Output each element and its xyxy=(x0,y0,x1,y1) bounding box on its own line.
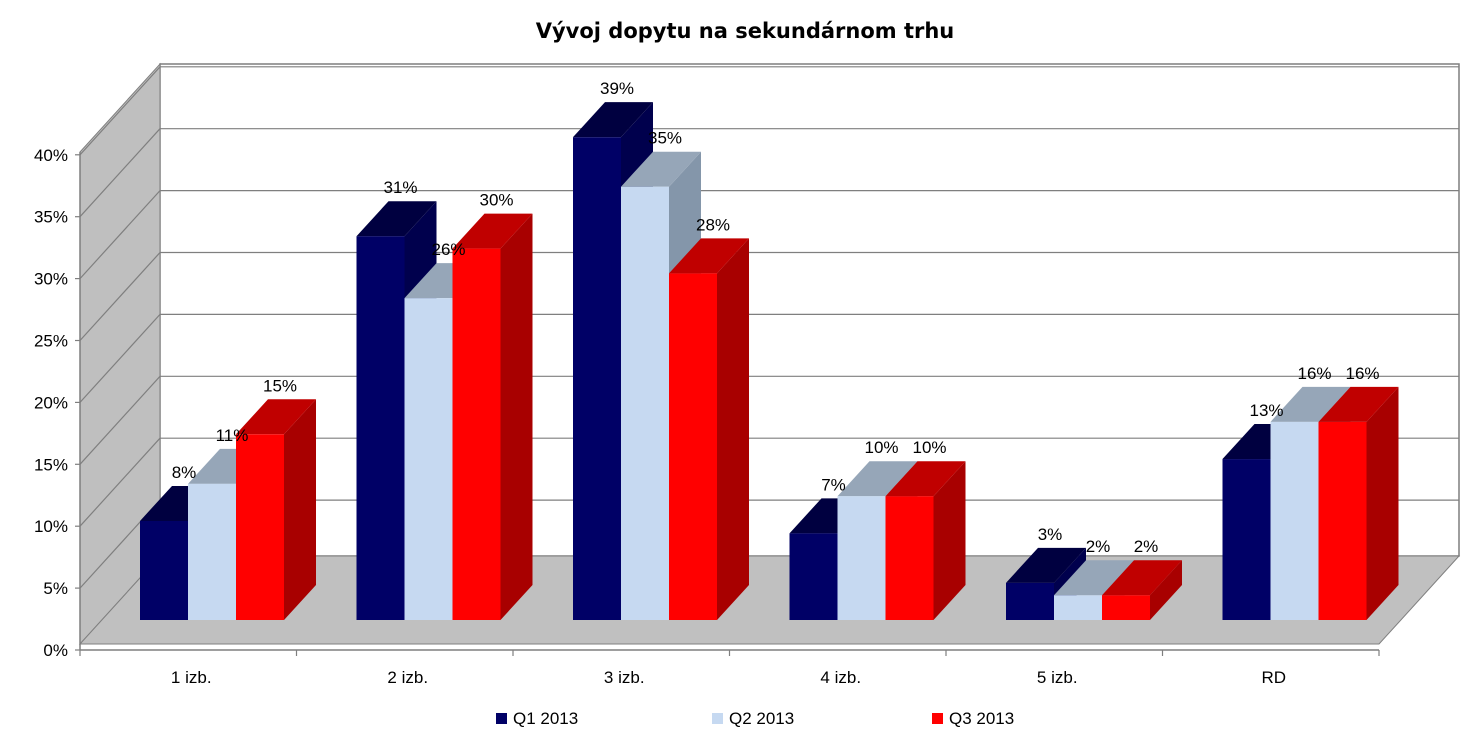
bar-side xyxy=(1366,386,1399,620)
bar-side xyxy=(500,213,533,620)
data-label: 26% xyxy=(431,240,465,259)
bar xyxy=(1102,560,1182,620)
bar-front xyxy=(452,248,501,620)
legend-label: Q2 2013 xyxy=(729,709,794,728)
bar-front xyxy=(404,298,453,620)
gridline-side xyxy=(79,375,161,465)
bar-top xyxy=(1054,560,1134,596)
x-ticks: 1 izb. 2 izb. 3 izb. 4 izb. 5 izb. RD xyxy=(79,650,1380,687)
y-tick-label: 25% xyxy=(34,332,68,351)
bar-front xyxy=(573,137,621,620)
bar-top xyxy=(236,399,316,435)
y-tick-label: 5% xyxy=(43,579,68,598)
data-labels: 8% 11% 15% 31% 26% 30% 39% 35% 28% 7% 10% 10% 3% 2% 2%… xyxy=(172,79,1380,556)
x-tick-label: RD xyxy=(1261,668,1286,687)
legend-swatch xyxy=(496,713,507,724)
y-tick-label: 40% xyxy=(34,146,68,165)
legend: Q1 2013 Q2 2013 Q3 2013 xyxy=(496,709,1014,728)
bars xyxy=(140,102,1399,621)
data-label: 31% xyxy=(383,178,417,197)
bar-side xyxy=(284,399,316,620)
bar-top xyxy=(452,213,533,249)
bar-front xyxy=(1270,421,1319,620)
data-label: 30% xyxy=(479,191,513,210)
data-label: 39% xyxy=(600,79,634,98)
y-tick-label: 20% xyxy=(34,393,68,412)
gridline-side xyxy=(79,437,161,527)
bar-top xyxy=(669,238,749,274)
bar-top xyxy=(885,461,966,497)
y-tick-label: 35% xyxy=(34,208,68,227)
bar-top xyxy=(1318,386,1399,422)
bar-front xyxy=(140,520,188,620)
bar-front xyxy=(669,273,717,620)
legend-swatch xyxy=(932,713,943,724)
legend-item: Q2 2013 xyxy=(712,709,794,728)
x-tick-label: 5 izb. xyxy=(1037,668,1078,687)
bar xyxy=(236,399,316,620)
bar-front xyxy=(1222,459,1271,620)
y-ticks: 0% 5% 10% 15% 20% 25% 30% 35% 40% xyxy=(34,146,80,660)
x-tick-label: 3 izb. xyxy=(604,668,645,687)
bar-front xyxy=(236,434,284,620)
data-label: 8% xyxy=(172,463,197,482)
legend-item: Q3 2013 xyxy=(932,709,1014,728)
y-tick-label: 30% xyxy=(34,270,68,289)
bar-side xyxy=(1150,560,1182,620)
data-label: 15% xyxy=(263,376,297,395)
bar-front xyxy=(1102,595,1150,620)
bar-front xyxy=(188,483,236,620)
bar-top xyxy=(356,201,437,237)
x-tick-label: 4 izb. xyxy=(820,668,861,687)
data-label: 10% xyxy=(912,438,946,457)
legend-item: Q1 2013 xyxy=(496,709,578,728)
y-tick-label: 10% xyxy=(34,517,68,536)
gridline-side xyxy=(79,313,161,403)
gridline-side xyxy=(79,252,161,341)
gridline-side xyxy=(79,128,161,218)
data-label: 11% xyxy=(216,426,249,445)
y-tick-label: 0% xyxy=(43,641,68,660)
y-tick-label: 15% xyxy=(34,455,68,474)
bar xyxy=(452,213,533,620)
gridline-side xyxy=(79,66,161,156)
bar-top xyxy=(573,102,653,138)
data-label: 3% xyxy=(1038,525,1063,544)
legend-label: Q1 2013 xyxy=(513,709,578,728)
data-label: 16% xyxy=(1345,364,1379,383)
data-label: 35% xyxy=(648,129,682,148)
bar-top xyxy=(1270,386,1351,422)
data-label: 13% xyxy=(1249,401,1283,420)
legend-label: Q3 2013 xyxy=(949,709,1014,728)
x-tick-label: 1 izb. xyxy=(171,668,212,687)
gridline-side xyxy=(79,190,161,280)
bar-front xyxy=(885,496,934,620)
bar-top xyxy=(1006,547,1086,583)
bar-front xyxy=(1318,421,1367,620)
bar-front xyxy=(1054,595,1102,620)
x-tick-label: 2 izb. xyxy=(387,668,428,687)
bar xyxy=(669,238,749,621)
data-label: 2% xyxy=(1134,537,1159,556)
bar-top xyxy=(621,151,701,187)
bar-front xyxy=(837,496,886,620)
data-label: 16% xyxy=(1297,364,1331,383)
data-label: 28% xyxy=(696,215,730,234)
bar-top xyxy=(837,461,918,497)
bar-top xyxy=(1102,560,1182,596)
bar-front xyxy=(621,186,669,620)
data-label: 7% xyxy=(821,475,846,494)
data-label: 10% xyxy=(864,438,898,457)
bar xyxy=(1318,386,1399,620)
bar-front xyxy=(1006,582,1054,620)
bar-front xyxy=(789,533,838,620)
bar-front xyxy=(356,236,405,620)
bar-side xyxy=(933,461,966,620)
chart-title: Vývoj dopytu na sekundárnom trhu xyxy=(536,19,955,43)
bar-side xyxy=(717,238,749,621)
data-label: 2% xyxy=(1086,537,1111,556)
legend-swatch xyxy=(712,713,723,724)
bar xyxy=(885,461,966,620)
